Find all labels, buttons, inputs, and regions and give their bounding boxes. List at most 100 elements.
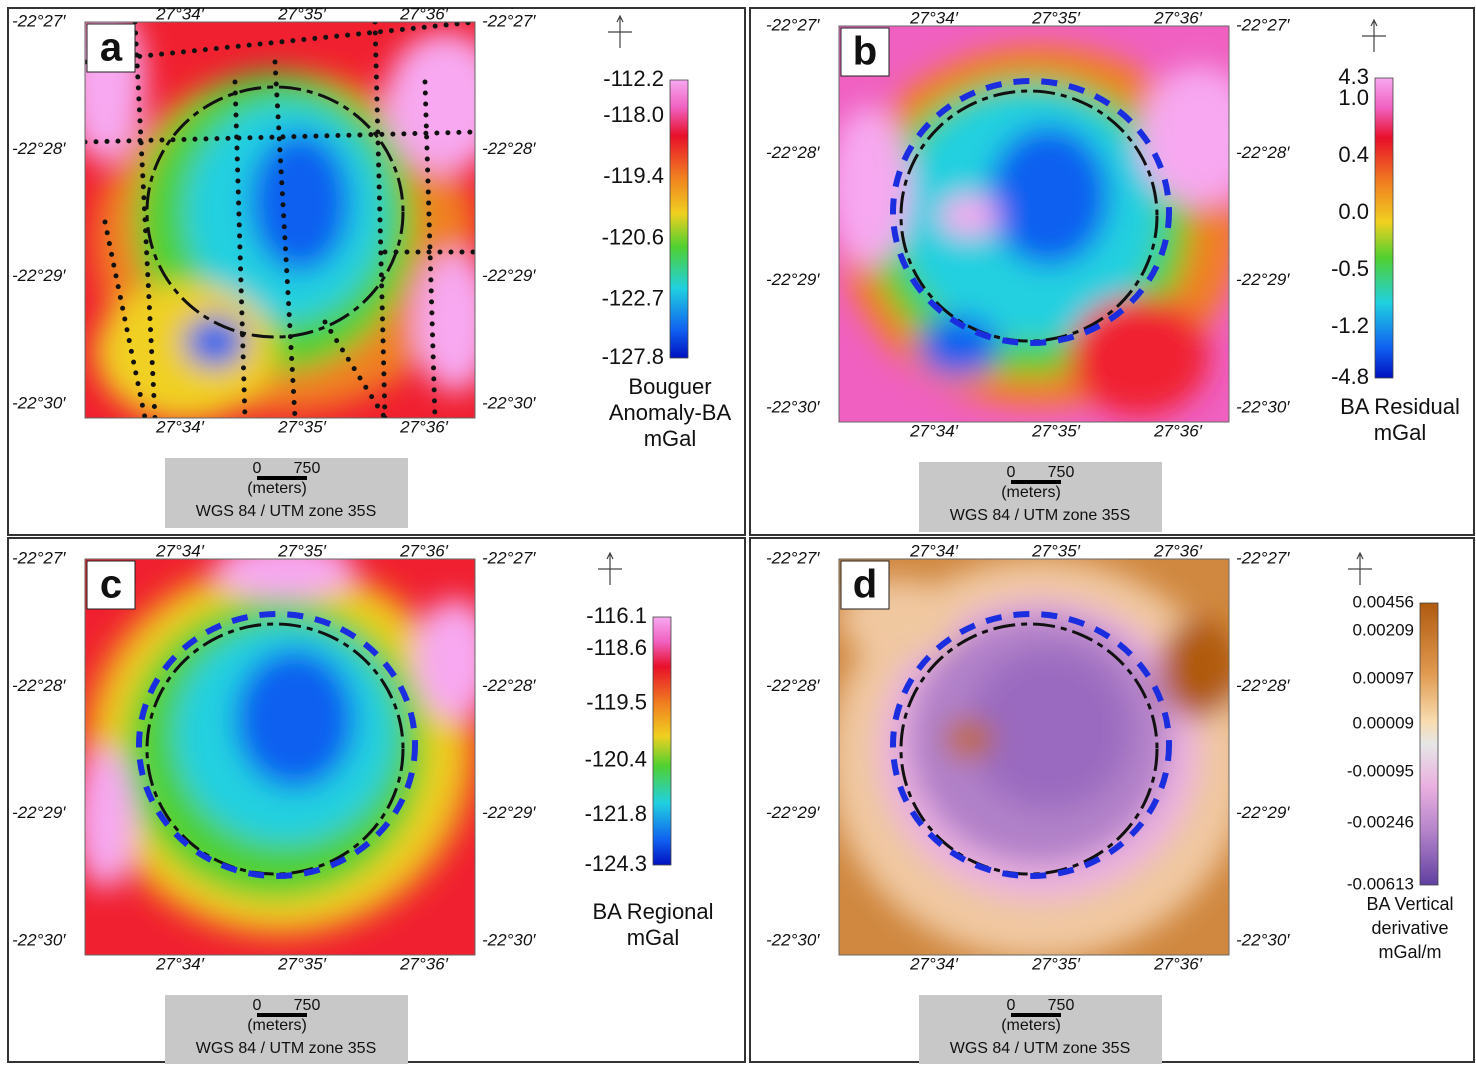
- panel-border: [7, 7, 746, 536]
- lon-label: 27°36′: [1153, 954, 1203, 973]
- anomaly: [215, 559, 355, 599]
- anomaly: [1069, 296, 1209, 416]
- anomaly: [415, 252, 475, 392]
- lon-label: 27°36′: [399, 417, 449, 436]
- lon-label: 27°36′: [399, 541, 449, 560]
- panel-label-box: [840, 27, 890, 77]
- map-anomalies: [85, 22, 475, 418]
- colorbar-label: -119.5: [586, 690, 647, 715]
- map-panel: a -22°27′ -22°27′ -22°28′ -22°28′ -22°29′ -22°…: [12, 4, 732, 528]
- lat-label: -22°29′: [766, 803, 820, 822]
- lon-label: 27°34′: [155, 417, 205, 436]
- lon-label: 27°36′: [1153, 8, 1203, 27]
- anomaly: [1139, 66, 1229, 206]
- north-arrow: [1348, 551, 1372, 585]
- lon-label: 27°36′: [399, 4, 449, 23]
- map-frame: [84, 558, 476, 956]
- scale-crs: WGS 84 / UTM zone 35S: [950, 507, 1131, 524]
- colorbar-label: -0.00613: [1347, 874, 1414, 893]
- map-anomalies: [839, 559, 1229, 955]
- crater-outline: [899, 89, 1159, 343]
- lat-label: -22°28′: [766, 676, 820, 695]
- colorbar-label: 0.00209: [1353, 621, 1414, 640]
- scale-unit: (meters): [247, 480, 307, 497]
- lat-label: -22°27′: [482, 11, 536, 30]
- anomaly: [989, 126, 1109, 266]
- anomaly: [839, 106, 909, 266]
- crater-rim: [890, 611, 1172, 879]
- colorbar-label: -120.4: [585, 747, 647, 772]
- survey-line: [422, 79, 438, 418]
- colorbar-label: 0.00009: [1353, 714, 1414, 733]
- lon-label: 27°35′: [277, 954, 327, 973]
- colorbar-label: 4.3: [1338, 64, 1369, 89]
- colorbar-label: -124.3: [585, 851, 647, 876]
- lon-label: 27°35′: [277, 541, 327, 560]
- panel-label-box: [86, 560, 136, 610]
- colorbar-label: -4.8: [1331, 364, 1369, 389]
- scale-box: [165, 458, 408, 528]
- lon-label: 27°35′: [277, 417, 327, 436]
- legend-title: Anomaly-BA: [609, 400, 732, 425]
- scale-length: 750: [1048, 997, 1075, 1014]
- map-panel: d -22°27′ -22°27′ -22°28′ -22°28′ -22°29′ -22°…: [766, 541, 1454, 1065]
- legend-title: BA Vertical: [1366, 894, 1453, 914]
- lon-label: 27°35′: [1031, 954, 1081, 973]
- north-arrow: [598, 551, 622, 585]
- lon-label: 27°36′: [399, 954, 449, 973]
- colorbar-label: -119.4: [603, 163, 664, 188]
- colorbar-label: -121.8: [585, 801, 647, 826]
- lon-label: 27°36′: [1153, 421, 1203, 440]
- anomaly: [85, 749, 135, 889]
- map-image: [839, 26, 1229, 422]
- colorbar-label: -120.6: [602, 224, 664, 249]
- colorbar-label: -0.5: [1331, 256, 1369, 281]
- lat-label: -22°27′: [766, 548, 820, 567]
- map-panel: b -22°27′ -22°27′ -22°28′ -22°28′ -22°29′ -22°…: [766, 8, 1460, 532]
- legend-title: BA Residual: [1340, 394, 1460, 419]
- lat-label: -22°28′: [1236, 676, 1290, 695]
- lat-label: -22°28′: [12, 139, 66, 158]
- crater-outline: [899, 622, 1159, 876]
- crater-outline: [145, 622, 405, 876]
- colorbar-label: -118.6: [586, 635, 647, 660]
- colorbar-label: -127.8: [602, 344, 664, 369]
- legend-title: mGal: [1374, 420, 1427, 445]
- legend-title: derivative: [1371, 918, 1448, 938]
- lon-label: 27°35′: [1031, 421, 1081, 440]
- panel-border: [749, 7, 1475, 536]
- lat-label: -22°30′: [1236, 397, 1290, 416]
- panel-label: c: [100, 563, 122, 607]
- lat-label: -22°30′: [766, 397, 820, 416]
- survey-line: [102, 219, 148, 418]
- map-frame: [84, 21, 476, 419]
- anomaly: [185, 317, 245, 367]
- lon-label: 27°34′: [909, 8, 959, 27]
- lon-label: 27°35′: [1031, 541, 1081, 560]
- lat-label: -22°28′: [12, 676, 66, 695]
- survey-line: [322, 319, 388, 418]
- lon-label: 27°34′: [155, 4, 205, 23]
- colorbar-label: -0.00246: [1347, 812, 1414, 831]
- lat-label: -22°30′: [766, 930, 820, 949]
- lat-label: -22°28′: [1236, 143, 1290, 162]
- colorbar-label: -116.1: [586, 603, 647, 628]
- scale-crs: WGS 84 / UTM zone 35S: [196, 503, 377, 520]
- colorbar-label: -118.0: [603, 102, 664, 127]
- lon-label: 27°34′: [155, 541, 205, 560]
- lat-label: -22°28′: [482, 676, 536, 695]
- colorbar-label: 0.00456: [1353, 592, 1414, 611]
- legend-title: Bouguer: [628, 374, 711, 399]
- colorbar-label: -112.2: [603, 66, 664, 91]
- colorbar-label: 0.4: [1338, 142, 1369, 167]
- lat-label: -22°27′: [766, 15, 820, 34]
- legend-title: mGal: [627, 925, 680, 950]
- anomaly: [95, 282, 275, 418]
- lat-label: -22°27′: [1236, 548, 1290, 567]
- lat-label: -22°29′: [1236, 270, 1290, 289]
- panel-label-box: [840, 560, 890, 610]
- scale-start: 0: [253, 997, 262, 1014]
- anomaly: [235, 649, 355, 789]
- lat-label: -22°29′: [766, 270, 820, 289]
- map-image: [85, 559, 475, 955]
